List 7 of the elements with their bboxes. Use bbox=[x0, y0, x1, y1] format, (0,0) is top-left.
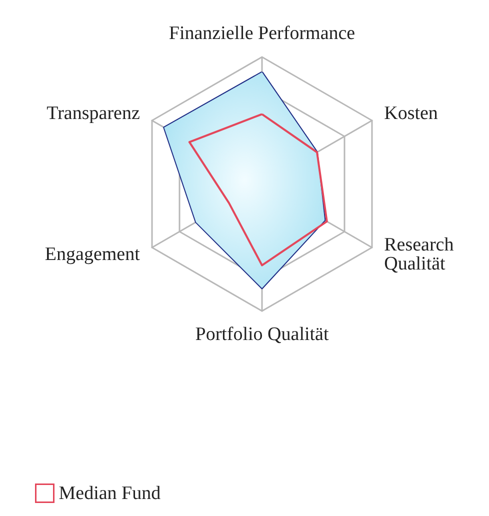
spoke-label: Finanzielle Performance bbox=[168, 23, 356, 44]
spoke-label: Transparenz bbox=[46, 103, 140, 124]
spoke-label: Portfolio Qualität bbox=[195, 324, 330, 345]
spoke-label: Research Qualität bbox=[384, 234, 454, 274]
spoke-label: Engagement bbox=[44, 244, 141, 265]
spoke-label: Kosten bbox=[384, 103, 438, 124]
legend-label: Median Fund bbox=[58, 482, 162, 504]
